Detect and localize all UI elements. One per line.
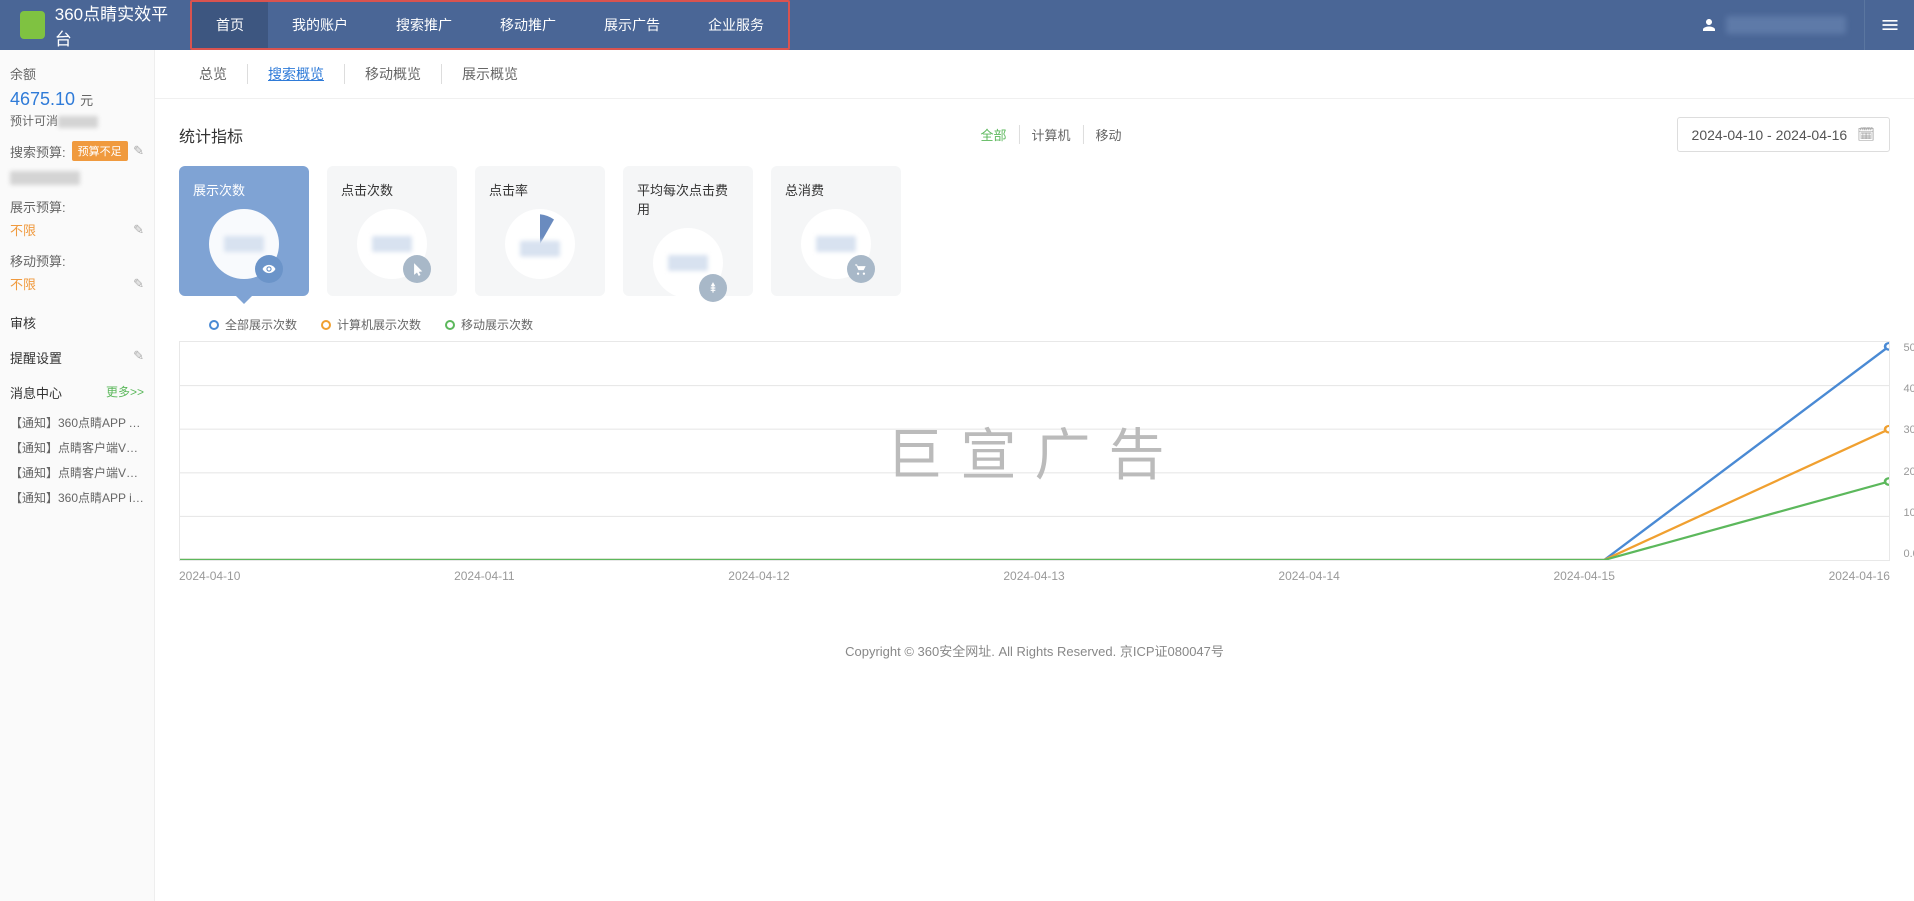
x-axis: 2024-04-102024-04-112024-04-122024-04-13… xyxy=(179,561,1890,591)
chart-area: 全部展示次数 计算机展示次数 移动展示次数 50.0040.0030.0020.00… xyxy=(155,296,1914,601)
sub-tabs: 总览搜索概览移动概览展示概览 xyxy=(155,50,1914,99)
messages-more[interactable]: 更多>> xyxy=(106,383,144,400)
header-menu-button[interactable] xyxy=(1864,0,1914,50)
stats-title: 统计指标 xyxy=(179,123,243,147)
message-item[interactable]: 【通知】360点睛APP iOS... xyxy=(10,485,144,510)
chart-legend: 全部展示次数 计算机展示次数 移动展示次数 xyxy=(179,316,1890,333)
tab-3[interactable]: 展示概览 xyxy=(442,64,538,84)
header: 360点睛实效平台 首页我的账户搜索推广移动推广展示广告企业服务 xyxy=(0,0,1914,50)
mobile-budget-value: 不限 xyxy=(10,274,144,293)
estimate-label: 预计可消 xyxy=(10,112,144,129)
card-title: 总消费 xyxy=(785,180,887,199)
search-budget-blur xyxy=(10,171,80,185)
mobile-budget-label: 移动预算: xyxy=(10,251,144,270)
edit-icon[interactable]: ✎ xyxy=(133,143,144,159)
display-budget-value: 不限 xyxy=(10,220,144,239)
top-nav: 首页我的账户搜索推广移动推广展示广告企业服务 xyxy=(190,0,790,50)
nav-item-1[interactable]: 我的账户 xyxy=(268,2,372,48)
tab-2[interactable]: 移动概览 xyxy=(345,64,442,84)
metric-card-cart[interactable]: 总消费 xyxy=(771,166,901,296)
device-filters: 全部计算机移动 xyxy=(968,125,1133,144)
card-title: 平均每次点击费用 xyxy=(637,180,739,218)
legend-item: 计算机展示次数 xyxy=(321,316,421,333)
nav-item-3[interactable]: 移动推广 xyxy=(476,2,580,48)
card-title: 点击次数 xyxy=(341,180,443,199)
y-axis: 50.0040.0030.0020.0010.000.00 xyxy=(1903,342,1914,560)
metric-card-pie[interactable]: 点击率 xyxy=(475,166,605,296)
sidebar-messages-header: 消息中心 更多>> xyxy=(10,375,144,410)
sidebar-alerts[interactable]: 提醒设置 ✎ xyxy=(10,340,144,375)
header-right xyxy=(1682,0,1914,50)
display-budget-label: 展示预算: xyxy=(10,197,144,216)
card-title: 点击率 xyxy=(489,180,591,199)
budget-warning-badge: 预算不足 xyxy=(72,141,128,161)
metric-card-eye[interactable]: 展示次数 xyxy=(179,166,309,296)
nav-item-4[interactable]: 展示广告 xyxy=(580,2,684,48)
edit-icon[interactable]: ✎ xyxy=(133,348,144,364)
metric-cards: 展示次数 点击次数 点击率 平均每次点击费用 总消费 xyxy=(155,166,1914,296)
message-item[interactable]: 【通知】360点睛APP An... xyxy=(10,410,144,435)
logo-text: 360点睛实效平台 xyxy=(55,0,170,50)
balance-value: 4675.10 元 xyxy=(10,89,144,110)
sidebar-audit[interactable]: 审核 xyxy=(10,305,144,340)
legend-item: 移动展示次数 xyxy=(445,316,533,333)
nav-item-2[interactable]: 搜索推广 xyxy=(372,2,476,48)
edit-icon[interactable]: ✎ xyxy=(133,222,144,238)
sidebar: 余额 4675.10 元 预计可消 搜索预算: 预算不足 ✎ 展示预算: 不限 … xyxy=(0,50,155,901)
search-budget-label: 搜索预算: xyxy=(10,142,66,161)
edit-icon[interactable]: ✎ xyxy=(133,276,144,292)
nav-item-5[interactable]: 企业服务 xyxy=(684,2,788,48)
metric-card-cursor[interactable]: 点击次数 xyxy=(327,166,457,296)
date-range-picker[interactable]: 2024-04-10 - 2024-04-16 🗓 xyxy=(1677,117,1890,152)
filter-0[interactable]: 全部 xyxy=(968,125,1019,144)
user-icon xyxy=(1700,16,1718,34)
legend-item: 全部展示次数 xyxy=(209,316,297,333)
main-content: 总览搜索概览移动概览展示概览 统计指标 全部计算机移动 2024-04-10 -… xyxy=(155,50,1914,901)
tab-1[interactable]: 搜索概览 xyxy=(248,64,345,84)
message-item[interactable]: 【通知】点睛客户端V2.1... xyxy=(10,460,144,485)
tab-0[interactable]: 总览 xyxy=(179,64,248,84)
user-name-blur xyxy=(1726,16,1846,34)
balance-label: 余额 xyxy=(10,64,144,83)
logo-icon xyxy=(20,11,45,39)
card-title: 展示次数 xyxy=(193,180,295,199)
logo[interactable]: 360点睛实效平台 xyxy=(0,0,190,50)
footer: Copyright © 360安全网址. All Rights Reserved… xyxy=(155,601,1914,700)
calendar-icon: 🗓 xyxy=(1857,126,1875,143)
filter-1[interactable]: 计算机 xyxy=(1019,125,1083,144)
user-menu[interactable] xyxy=(1682,0,1864,50)
line-chart: 50.0040.0030.0020.0010.000.00 巨宣广告 xyxy=(179,341,1890,561)
filter-2[interactable]: 移动 xyxy=(1084,125,1134,144)
message-item[interactable]: 【通知】点睛客户端V2.1... xyxy=(10,435,144,460)
menu-icon xyxy=(1880,15,1900,35)
nav-item-0[interactable]: 首页 xyxy=(192,2,268,48)
metric-card-yen[interactable]: 平均每次点击费用 xyxy=(623,166,753,296)
